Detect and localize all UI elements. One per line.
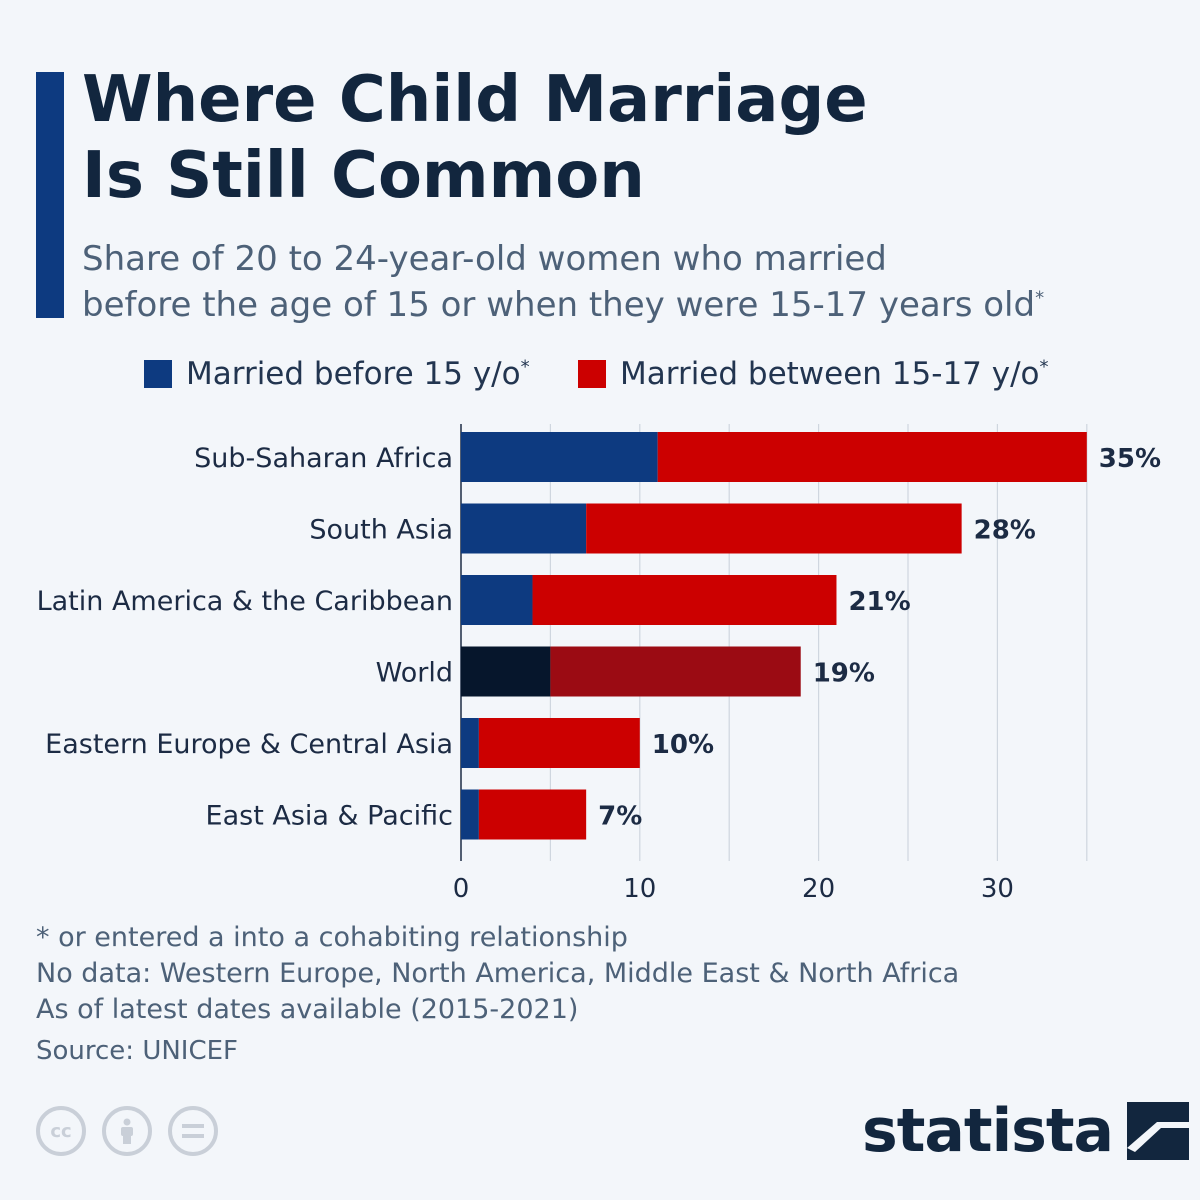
x-tick-label: 30 (981, 874, 1014, 900)
legend-swatch-before-15 (144, 360, 172, 388)
legend-swatch-15-17 (578, 360, 606, 388)
legend-label-before-15: Married before 15 y/o (186, 356, 521, 392)
chart-legend: Married before 15 y/o* Married between 1… (0, 356, 1200, 400)
bar-segment (478, 789, 587, 840)
footnote-no-data: No data: Western Europe, North America, … (36, 958, 960, 989)
subtitle: Share of 20 to 24-year-old women who mar… (82, 236, 1182, 328)
title-accent-bar (36, 72, 64, 318)
bar-segment (461, 718, 479, 768)
bar-segment (461, 432, 658, 482)
x-tick-label: 0 (453, 874, 470, 900)
category-label: South Asia (309, 515, 453, 546)
bar-segment (461, 646, 551, 697)
total-data-label: 28% (974, 516, 1036, 546)
bar-segment (657, 432, 1087, 482)
category-label: East Asia & Pacific (206, 801, 453, 832)
footnote-cohabiting: * or entered a into a cohabiting relatio… (36, 922, 628, 953)
bar-segment (586, 503, 962, 554)
page-title: Where Child Marriage Is Still Common (82, 62, 1162, 214)
subtitle-line-1: Share of 20 to 24-year-old women who mar… (82, 239, 887, 279)
bar-segment (478, 718, 640, 768)
x-tick-label: 20 (802, 874, 835, 900)
no-derivatives-icon[interactable] (168, 1106, 218, 1156)
category-label: Sub-Saharan Africa (194, 443, 453, 474)
license-icons: cc (36, 1106, 218, 1156)
source-text: Source: UNICEF (36, 1036, 239, 1066)
legend-label-15-17: Married between 15-17 y/o (620, 356, 1040, 392)
category-label: World (376, 658, 453, 689)
footnotes: * or entered a into a cohabiting relatio… (36, 920, 1136, 1028)
statista-brand[interactable]: statista (862, 1096, 1190, 1166)
bar-chart: Sub-Saharan Africa 35% South Asia 28% Latin … (37, 424, 1161, 900)
category-label: Latin America & the Caribbean (37, 586, 453, 617)
cc-icon[interactable]: cc (36, 1106, 86, 1156)
attribution-icon[interactable] (102, 1106, 152, 1156)
statista-logo-icon (1127, 1102, 1190, 1160)
bar-segment (461, 575, 533, 625)
bar-segment (461, 503, 587, 554)
total-data-label: 35% (1099, 444, 1161, 474)
category-label: Eastern Europe & Central Asia (45, 729, 453, 760)
footnote-dates: As of latest dates available (2015-2021) (36, 994, 579, 1025)
legend-item-before-15: Married before 15 y/o* (144, 356, 530, 392)
bar-segment (461, 789, 479, 840)
total-data-label: 21% (848, 587, 910, 617)
subtitle-line-2: before the age of 15 or when they were 1… (82, 285, 1045, 325)
brand-wordmark: statista (862, 1096, 1114, 1166)
total-data-label: 19% (813, 659, 875, 689)
bar-segment (550, 646, 801, 697)
total-data-label: 10% (652, 730, 714, 760)
title-line-1: Where Child Marriage (82, 63, 868, 137)
bar-segment (532, 575, 837, 625)
legend-item-15-17: Married between 15-17 y/o* (578, 356, 1049, 392)
total-data-label: 7% (598, 802, 642, 832)
x-tick-label: 10 (623, 874, 656, 900)
title-line-2: Is Still Common (82, 139, 645, 213)
